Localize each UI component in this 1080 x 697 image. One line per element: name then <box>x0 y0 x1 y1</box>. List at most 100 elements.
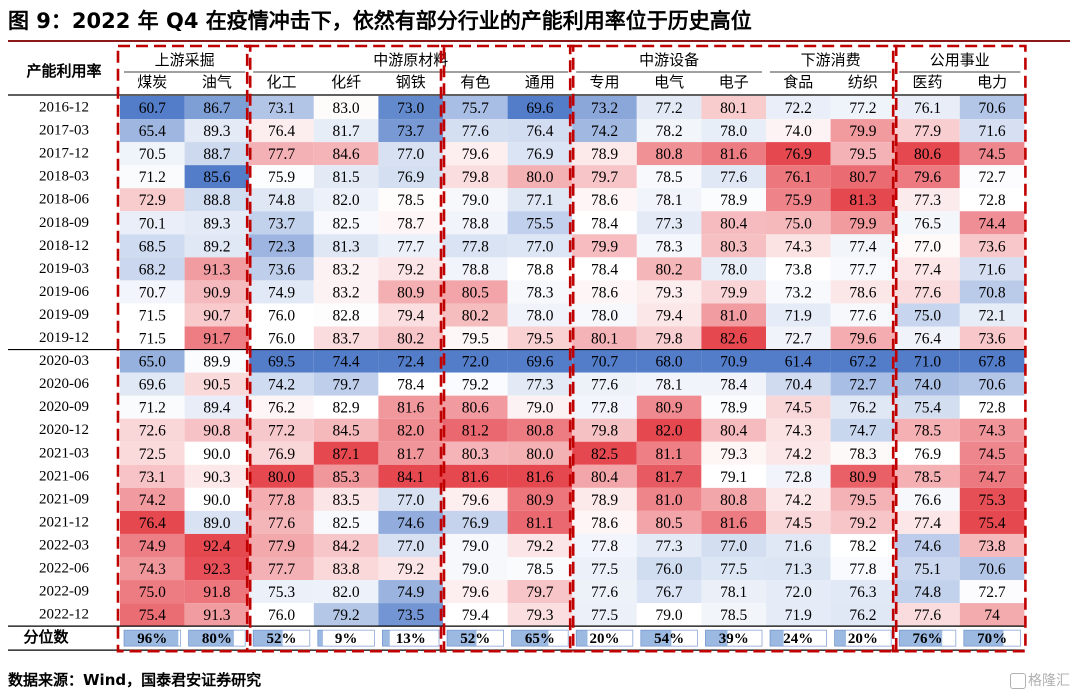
heatmap-cell <box>443 441 508 465</box>
heatmap-cell <box>443 119 508 143</box>
cell-value: 83.2 <box>333 261 360 278</box>
heatmap-cell <box>636 441 702 465</box>
heatmap-cell <box>895 303 960 327</box>
heatmap-cell <box>959 303 1025 327</box>
heatmap-cell <box>443 464 508 488</box>
heatmap-cell <box>313 372 379 396</box>
heatmap-cell <box>572 464 637 488</box>
cell-value: 71.9 <box>785 307 812 324</box>
heatmap-cell <box>636 464 702 488</box>
cell-value: 81.0 <box>720 307 747 324</box>
cell-value: 74.5 <box>785 515 812 532</box>
heatmap-cell <box>830 188 896 212</box>
cell-value: 78.1 <box>720 584 747 601</box>
cell-value: 79.7 <box>333 377 360 394</box>
heatmap-cell <box>120 349 185 373</box>
heatmap-cell <box>766 603 831 627</box>
heatmap-cell <box>184 372 250 396</box>
heatmap-cell <box>184 142 250 166</box>
group-dashed-box <box>891 44 1027 653</box>
heatmap-cell <box>313 349 379 373</box>
cell-value: 79.2 <box>462 377 489 394</box>
heatmap-cell <box>766 510 831 534</box>
cell-value: 73.0 <box>397 100 424 117</box>
heatmap-cell <box>895 533 960 557</box>
cell-value: 80.7 <box>849 169 876 186</box>
cell-value: 77.0 <box>526 238 553 255</box>
cell-value: 79.5 <box>526 331 553 348</box>
group-header: 中游设备 <box>639 52 699 69</box>
heatmap-cell <box>959 372 1025 396</box>
cell-value: 78.8 <box>462 261 489 278</box>
heatmap-cell <box>249 234 314 258</box>
cell-value: 75.0 <box>785 215 812 232</box>
cell-value: 80.6 <box>914 146 941 163</box>
cell-value: 67.8 <box>979 354 1006 371</box>
heatmap-cell <box>830 326 896 350</box>
heatmap-cell <box>507 418 573 442</box>
heatmap-cell <box>636 510 702 534</box>
heatmap-cell <box>636 418 702 442</box>
cell-value: 78.2 <box>849 538 876 555</box>
column-header: 医药 <box>912 74 942 91</box>
cell-value: 79.5 <box>849 492 876 509</box>
cell-value: 79.6 <box>462 492 489 509</box>
heatmap-cell <box>701 533 766 557</box>
heatmap-cell <box>249 257 314 281</box>
heatmap-cell <box>701 188 766 212</box>
cell-value: 77.3 <box>656 538 683 555</box>
heatmap-cell <box>507 557 573 581</box>
cell-value: 82.5 <box>333 515 360 532</box>
cell-value: 78.9 <box>591 492 618 509</box>
cell-value: 84.6 <box>333 146 360 163</box>
percentile-value: 70% <box>977 631 1007 647</box>
cell-value: 84.2 <box>333 538 360 555</box>
heatmap-cell <box>830 349 896 373</box>
cell-value: 74.0 <box>785 123 812 140</box>
heatmap-cell <box>959 441 1025 465</box>
cell-value: 71.5 <box>139 307 166 324</box>
heatmap-cell <box>184 533 250 557</box>
heatmap-cell <box>120 603 185 627</box>
cell-value: 79.3 <box>656 284 683 301</box>
cell-value: 77.7 <box>849 261 876 278</box>
cell-value: 72.7 <box>785 331 812 348</box>
heatmap-cell <box>895 580 960 604</box>
heatmap-cell <box>507 349 573 373</box>
heatmap-cell <box>313 441 379 465</box>
cell-value: 92.4 <box>203 538 230 555</box>
heatmap-cell <box>443 234 508 258</box>
heatmap-cell <box>443 533 508 557</box>
heatmap-cell <box>895 165 960 189</box>
percentile-value: 9% <box>335 631 358 647</box>
heatmap-cell <box>313 533 379 557</box>
heatmap-cell <box>572 580 637 604</box>
cell-value: 90.0 <box>203 492 230 509</box>
cell-value: 72.8 <box>785 469 812 486</box>
cell-value: 82.5 <box>333 215 360 232</box>
title-divider <box>8 40 1070 42</box>
cell-value: 76.1 <box>785 169 812 186</box>
cell-value: 78.6 <box>591 515 618 532</box>
cell-value: 78.8 <box>462 215 489 232</box>
cell-value: 65.0 <box>139 354 166 371</box>
cell-value: 78.0 <box>591 307 618 324</box>
cell-value: 83.2 <box>333 284 360 301</box>
cell-value: 76.5 <box>914 215 941 232</box>
row-period-label: 2020-12 <box>39 422 89 438</box>
heatmap-cell <box>766 234 831 258</box>
cell-value: 78.5 <box>656 169 683 186</box>
heatmap-cell <box>959 395 1025 419</box>
cell-value: 76.9 <box>268 446 295 463</box>
heatmap-cell <box>766 142 831 166</box>
cell-value: 69.6 <box>526 100 553 117</box>
heatmap-cell <box>249 142 314 166</box>
cell-value: 77.0 <box>397 538 424 555</box>
heatmap-cell <box>184 234 250 258</box>
heatmap-cell <box>249 96 314 120</box>
percentile-value: 52% <box>460 631 490 647</box>
cell-value: 74.2 <box>591 123 618 140</box>
percentile-value: 13% <box>396 631 426 647</box>
cell-value: 77.5 <box>591 561 618 578</box>
cell-value: 81.6 <box>526 469 553 486</box>
